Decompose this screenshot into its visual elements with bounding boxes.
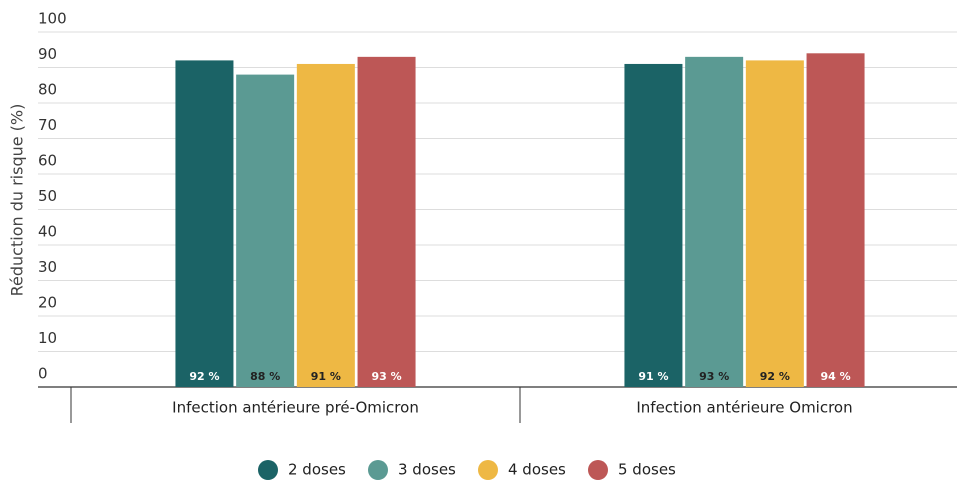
legend-label: 4 doses <box>508 461 566 479</box>
legend-swatch <box>478 460 498 480</box>
value-label: 92 % <box>760 370 790 383</box>
y-tick-label: 20 <box>38 294 57 312</box>
y-tick-label: 60 <box>38 152 57 170</box>
bar <box>357 56 416 387</box>
y-axis-title: Réduction du risque (%) <box>8 104 27 297</box>
bar <box>745 60 804 388</box>
y-tick-label: 80 <box>38 81 57 99</box>
bar <box>236 74 295 387</box>
bar <box>806 53 865 388</box>
y-tick-label: 70 <box>38 116 57 134</box>
bar <box>624 63 683 387</box>
legend-label: 2 doses <box>288 461 346 479</box>
y-tick-label: 10 <box>38 329 57 347</box>
legend-swatch <box>588 460 608 480</box>
bar <box>296 63 355 387</box>
legend-swatch <box>258 460 278 480</box>
y-tick-label: 40 <box>38 223 57 241</box>
value-label: 93 % <box>371 370 401 383</box>
value-label: 94 % <box>820 370 850 383</box>
value-label: 91 % <box>638 370 668 383</box>
x-tick-label: Infection antérieure pré-Omicron <box>172 399 419 417</box>
legend-swatch <box>368 460 388 480</box>
bar <box>175 60 234 388</box>
legend-label: 3 doses <box>398 461 456 479</box>
value-label: 92 % <box>189 370 219 383</box>
y-tick-label: 0 <box>38 365 48 383</box>
y-tick-label: 50 <box>38 187 57 205</box>
legend-label: 5 doses <box>618 461 676 479</box>
value-label: 93 % <box>699 370 729 383</box>
value-label: 91 % <box>311 370 341 383</box>
bar <box>685 56 744 387</box>
y-tick-label: 90 <box>38 45 57 63</box>
y-tick-label: 100 <box>38 10 67 28</box>
x-tick-label: Infection antérieure Omicron <box>636 399 852 417</box>
y-tick-label: 30 <box>38 258 57 276</box>
value-label: 88 % <box>250 370 280 383</box>
